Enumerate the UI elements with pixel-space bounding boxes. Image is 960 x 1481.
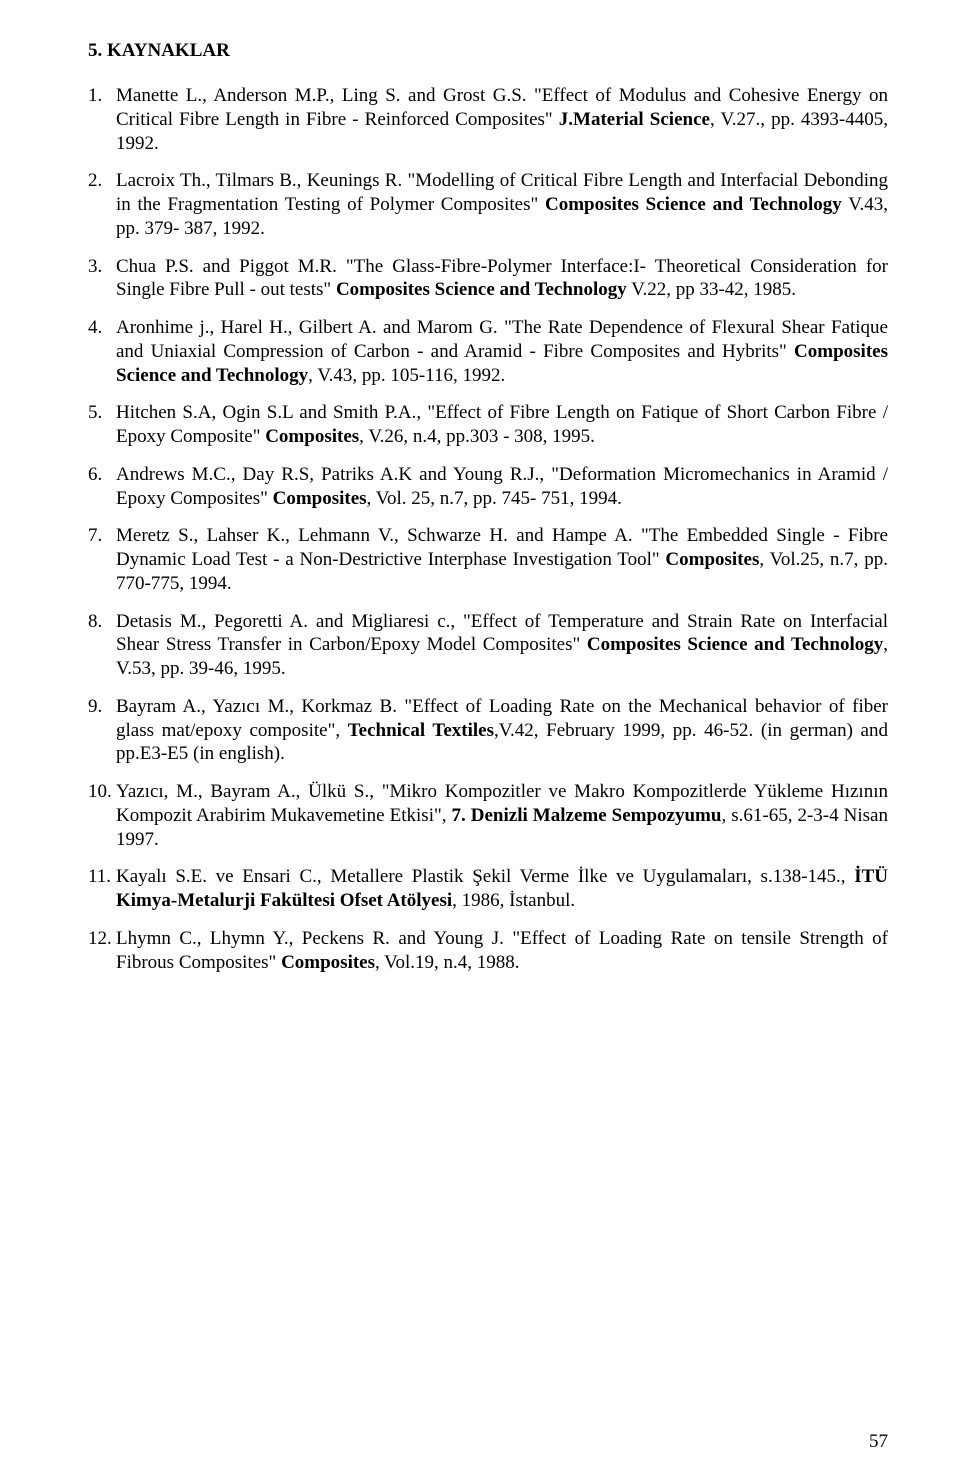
page-number: 57: [869, 1431, 888, 1453]
reference-number: 12.: [88, 927, 116, 975]
reference-item: 1.Manette L., Anderson M.P., Ling S. and…: [88, 84, 888, 155]
reference-item: 10.Yazıcı, M., Bayram A., Ülkü S., "Mikr…: [88, 780, 888, 851]
reference-body: Manette L., Anderson M.P., Ling S. and G…: [116, 84, 888, 155]
reference-item: 4.Aronhime j., Harel H., Gilbert A. and …: [88, 316, 888, 387]
reference-title: J.Material Science: [559, 109, 710, 130]
reference-number: 11.: [88, 865, 116, 913]
reference-number: 3.: [88, 255, 116, 303]
reference-item: 8.Detasis M., Pegoretti A. and Migliares…: [88, 610, 888, 681]
reference-body: Aronhime j., Harel H., Gilbert A. and Ma…: [116, 316, 888, 387]
reference-title: Composites: [281, 952, 375, 973]
reference-number: 10.: [88, 780, 116, 851]
document-page: 5. KAYNAKLAR 1.Manette L., Anderson M.P.…: [0, 0, 960, 1481]
section-heading: 5. KAYNAKLAR: [88, 40, 888, 62]
reference-item: 9.Bayram A., Yazıcı M., Korkmaz B. "Effe…: [88, 695, 888, 766]
reference-body: Yazıcı, M., Bayram A., Ülkü S., "Mikro K…: [116, 780, 888, 851]
reference-number: 6.: [88, 463, 116, 511]
reference-body: Hitchen S.A, Ogin S.L and Smith P.A., "E…: [116, 401, 888, 449]
reference-title: Composites Science and Technology: [336, 279, 627, 300]
reference-item: 7.Meretz S., Lahser K., Lehmann V., Schw…: [88, 524, 888, 595]
reference-title: Composites: [665, 549, 759, 570]
reference-number: 1.: [88, 84, 116, 155]
reference-list: 1.Manette L., Anderson M.P., Ling S. and…: [88, 84, 888, 974]
reference-text: , Vol. 25, n.7, pp. 745- 751, 1994.: [367, 488, 622, 509]
reference-number: 2.: [88, 169, 116, 240]
reference-item: 5.Hitchen S.A, Ogin S.L and Smith P.A., …: [88, 401, 888, 449]
reference-title: Composites: [265, 426, 359, 447]
reference-number: 5.: [88, 401, 116, 449]
reference-item: 12.Lhymn C., Lhymn Y., Peckens R. and Yo…: [88, 927, 888, 975]
reference-text: V.22, pp 33-42, 1985.: [627, 279, 796, 300]
reference-text: , Vol.19, n.4, 1988.: [375, 952, 519, 973]
reference-item: 11.Kayalı S.E. ve Ensari C., Metallere P…: [88, 865, 888, 913]
reference-body: Lacroix Th., Tilmars B., Keunings R. "Mo…: [116, 169, 888, 240]
reference-text: , V.43, pp. 105-116, 1992.: [308, 365, 505, 386]
reference-text: Aronhime j., Harel H., Gilbert A. and Ma…: [116, 317, 888, 362]
reference-body: Bayram A., Yazıcı M., Korkmaz B. "Effect…: [116, 695, 888, 766]
reference-text: Kayalı S.E. ve Ensari C., Metallere Plas…: [116, 866, 854, 887]
reference-body: Kayalı S.E. ve Ensari C., Metallere Plas…: [116, 865, 888, 913]
reference-body: Detasis M., Pegoretti A. and Migliaresi …: [116, 610, 888, 681]
reference-title: 7. Denizli Malzeme Sempozyumu: [452, 805, 722, 826]
reference-number: 8.: [88, 610, 116, 681]
reference-item: 3.Chua P.S. and Piggot M.R. "The Glass-F…: [88, 255, 888, 303]
reference-number: 9.: [88, 695, 116, 766]
reference-body: Meretz S., Lahser K., Lehmann V., Schwar…: [116, 524, 888, 595]
reference-title: Composites Science and Technology: [545, 194, 842, 215]
reference-title: Composites: [273, 488, 367, 509]
reference-body: Andrews M.C., Day R.S, Patriks A.K and Y…: [116, 463, 888, 511]
reference-body: Lhymn C., Lhymn Y., Peckens R. and Young…: [116, 927, 888, 975]
reference-text: , V.26, n.4, pp.303 - 308, 1995.: [359, 426, 595, 447]
reference-number: 4.: [88, 316, 116, 387]
reference-item: 6.Andrews M.C., Day R.S, Patriks A.K and…: [88, 463, 888, 511]
reference-text: , 1986, İstanbul.: [452, 890, 575, 911]
reference-number: 7.: [88, 524, 116, 595]
reference-title: Technical Textiles: [348, 720, 494, 741]
reference-body: Chua P.S. and Piggot M.R. "The Glass-Fib…: [116, 255, 888, 303]
reference-item: 2.Lacroix Th., Tilmars B., Keunings R. "…: [88, 169, 888, 240]
reference-title: Composites Science and Technology: [587, 634, 883, 655]
